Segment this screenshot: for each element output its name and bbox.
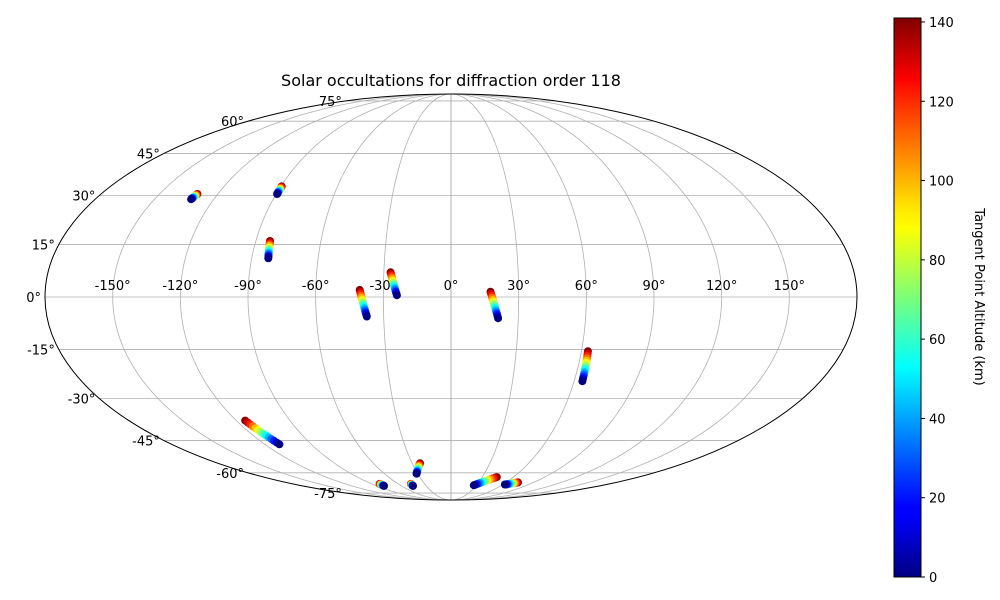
- longitude-gridline: [315, 94, 452, 500]
- longitude-gridline: [450, 94, 790, 500]
- occultation-point: [362, 312, 371, 321]
- colorbar-tick-label: 140: [929, 16, 954, 31]
- occultation-point: [409, 481, 417, 490]
- colorbar-tick-label: 60: [929, 333, 946, 348]
- longitude-gridline: [450, 94, 520, 500]
- occultation-track: [241, 416, 284, 449]
- latitude-tick-label: 45°: [137, 147, 160, 162]
- latitude-tick-label: 30°: [72, 190, 95, 205]
- longitude-tick-label: -90°: [234, 279, 262, 294]
- colorbar-tick-label: 0: [929, 571, 937, 586]
- latitude-tick-label: -60°: [216, 467, 244, 482]
- occultation-point: [380, 481, 388, 490]
- occultation-track: [578, 347, 592, 386]
- occultation-track: [375, 479, 388, 490]
- colorbar-tick-label: 80: [929, 254, 946, 269]
- colorbar-tick-label: 40: [929, 412, 946, 427]
- latitude-tick-label: -45°: [132, 435, 160, 450]
- longitude-gridline: [450, 94, 723, 500]
- occultation-point: [275, 440, 284, 449]
- latitude-tick-labels: 75° 60° 45° 30° 15° 0° -15° -30° -45° -60° -75°: [26, 95, 342, 502]
- longitude-gridline: [247, 94, 452, 500]
- longitude-tick-label: 0°: [444, 279, 459, 294]
- chart-title: Solar occultations for diffraction order…: [281, 71, 621, 90]
- latitude-tick-label: -30°: [68, 393, 96, 408]
- longitude-gridline: [112, 94, 452, 500]
- occultation-point: [500, 480, 509, 489]
- occultation-track: [264, 237, 274, 263]
- occultation-point: [264, 254, 273, 263]
- occultation-point: [578, 377, 587, 386]
- latitude-tick-label: 75°: [319, 95, 342, 110]
- longitude-tick-label: -150°: [95, 279, 131, 294]
- colorbar-tick-label: 120: [929, 95, 954, 110]
- occultation-track: [386, 268, 401, 300]
- longitude-tick-label: 30°: [507, 279, 530, 294]
- colorbar-ticks: 0 20 40 60 80 100 120 140: [921, 16, 954, 586]
- colorbar-label: Tangent Point Altitude (km): [971, 207, 986, 385]
- map-plot-area: -150° -120° -90° -60° -30° 0° 30° 60° 90° 120° 150…: [26, 93, 858, 502]
- occultation-track: [486, 287, 503, 323]
- occultation-track: [406, 479, 417, 490]
- latitude-tick-label: 60°: [221, 115, 244, 130]
- longitude-tick-labels: -150° -120° -90° -60° -30° 0° 30° 60° 90° 120° 150…: [95, 279, 805, 294]
- map-boundary: [44, 93, 858, 501]
- longitude-gridline: [179, 94, 452, 500]
- occultation-point: [412, 469, 421, 478]
- latitude-tick-label: 15°: [32, 238, 55, 253]
- longitude-tick-label: 60°: [575, 279, 598, 294]
- longitude-gridline: [450, 94, 587, 500]
- longitude-tick-label: 90°: [642, 279, 665, 294]
- occultation-track: [412, 459, 424, 478]
- colorbar-gradient: [893, 17, 922, 578]
- occultation-track: [500, 478, 522, 489]
- occultation-track: [273, 182, 286, 198]
- latitude-tick-label: -75°: [314, 487, 342, 502]
- occultation-track: [469, 473, 501, 490]
- colorbar-tick-label: 20: [929, 492, 946, 507]
- longitude-tick-label: 150°: [774, 279, 805, 294]
- occultation-track: [187, 190, 202, 204]
- occultation-point: [392, 291, 401, 300]
- longitude-tick-label: -60°: [302, 279, 330, 294]
- latitude-tick-label: -15°: [27, 344, 55, 359]
- occultation-point: [187, 195, 196, 204]
- occultation-point: [273, 190, 282, 198]
- occultation-point: [494, 314, 503, 323]
- occultation-point: [469, 481, 478, 490]
- occultation-points: [187, 182, 592, 490]
- longitude-tick-label: -120°: [162, 279, 198, 294]
- occultation-track: [355, 285, 371, 321]
- latitude-tick-label: 0°: [26, 291, 41, 306]
- colorbar-tick-label: 100: [929, 175, 954, 190]
- longitude-tick-label: 120°: [706, 279, 737, 294]
- colorbar: 0 20 40 60 80 100 120 140 Tangent Point Altitud…: [893, 16, 986, 586]
- longitude-gridline: [450, 94, 655, 500]
